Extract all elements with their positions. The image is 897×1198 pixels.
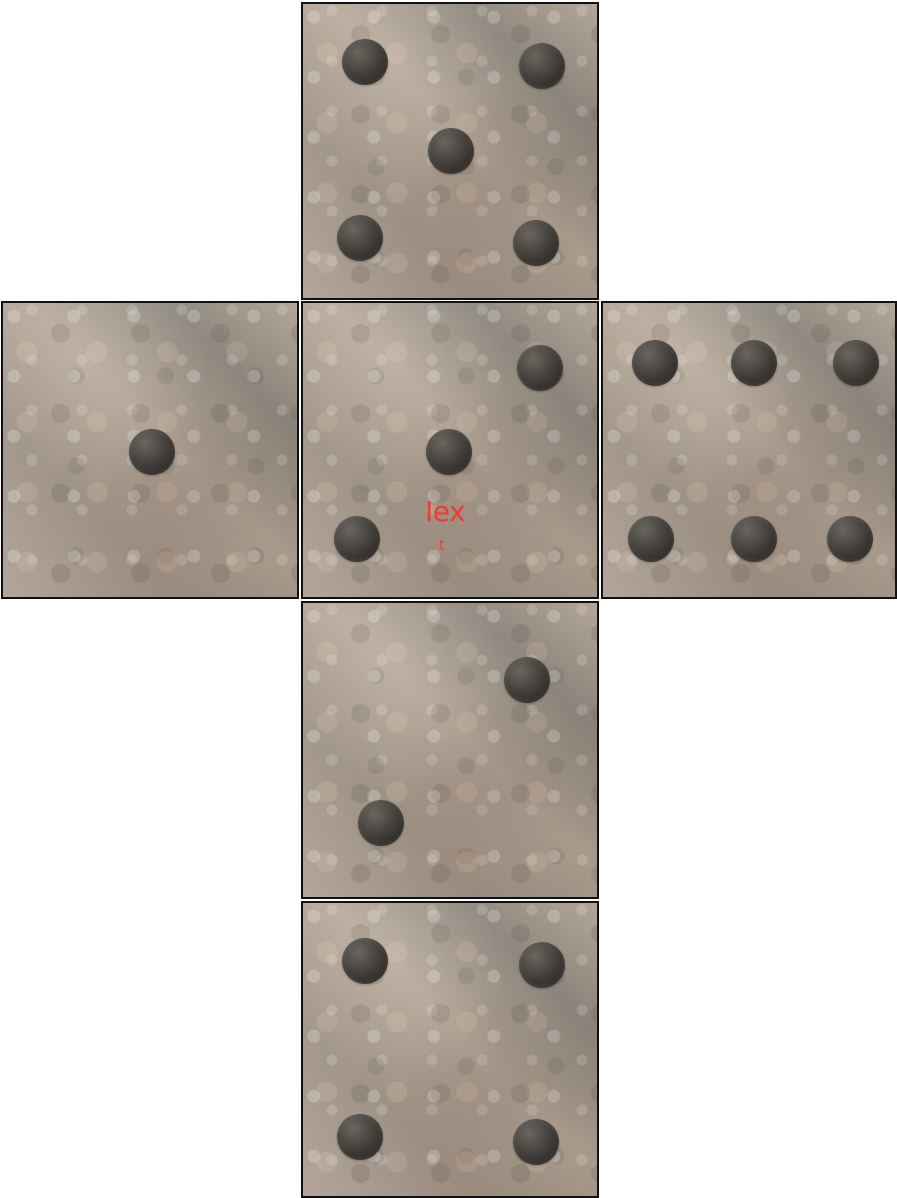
pip-icon: [342, 39, 388, 85]
pip-icon: [426, 429, 472, 475]
pip-icon: [628, 516, 674, 562]
right-face: [601, 301, 897, 599]
pip-icon: [513, 220, 559, 266]
pip-icon: [337, 215, 383, 261]
pip-icon: [337, 1114, 383, 1160]
pip-icon: [513, 1119, 559, 1165]
pip-icon: [358, 800, 404, 846]
pip-icon: [129, 429, 175, 475]
pip-icon: [827, 516, 873, 562]
pip-icon: [632, 340, 678, 386]
pip-icon: [731, 516, 777, 562]
lower-face: [301, 601, 599, 899]
bottom-face: [301, 901, 599, 1198]
pip-icon: [731, 340, 777, 386]
left-face: [1, 301, 299, 599]
pip-icon: [334, 516, 380, 562]
pip-icon: [519, 942, 565, 988]
pip-icon: [833, 340, 879, 386]
pip-icon: [519, 43, 565, 89]
face-label-bottom: t: [439, 538, 445, 554]
pip-icon: [342, 938, 388, 984]
pip-icon: [504, 657, 550, 703]
pip-icon: [517, 345, 563, 391]
face-label-top: Iex: [425, 495, 466, 528]
pip-icon: [428, 128, 474, 174]
top-face: [301, 2, 599, 300]
center-face: [301, 301, 599, 599]
